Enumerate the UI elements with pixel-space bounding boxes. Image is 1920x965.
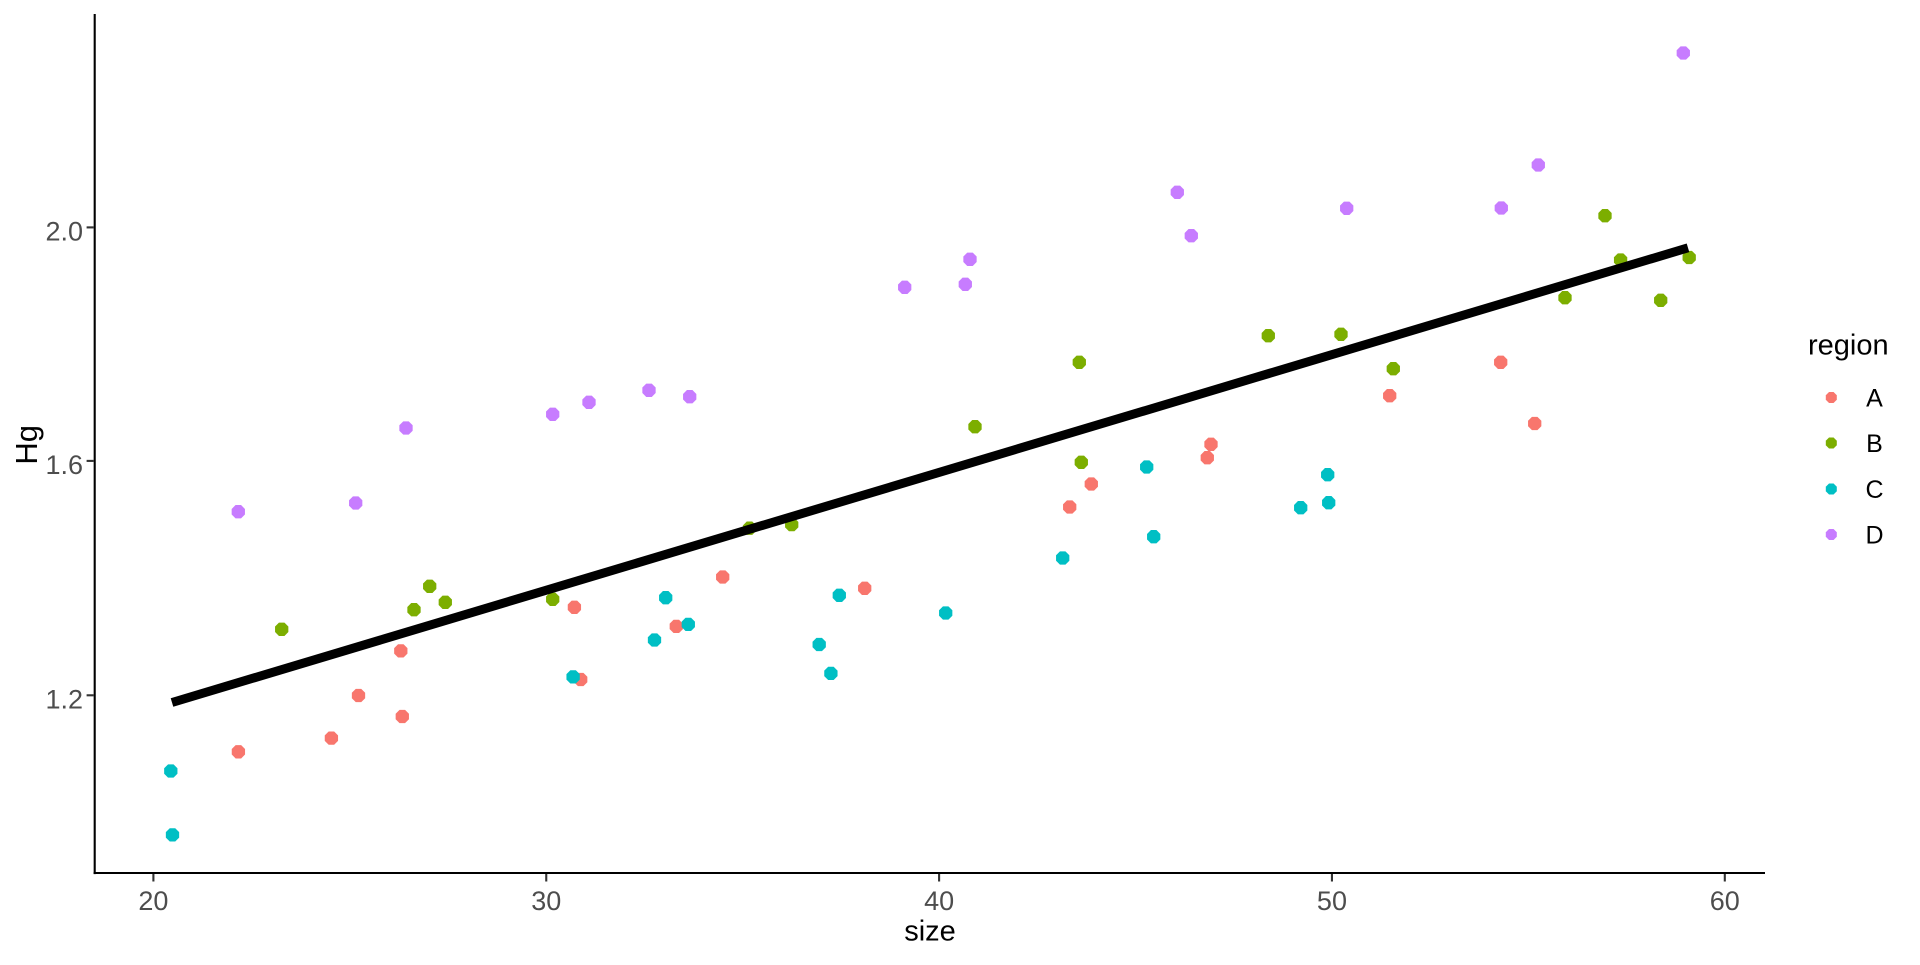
svg-text:Hg: Hg <box>9 425 44 465</box>
svg-text:C: C <box>1865 476 1883 504</box>
svg-text:D: D <box>1865 522 1883 550</box>
svg-text:50: 50 <box>1317 886 1347 916</box>
svg-text:region: region <box>1808 330 1889 362</box>
svg-text:30: 30 <box>531 886 561 916</box>
svg-text:size: size <box>904 916 956 948</box>
svg-text:20: 20 <box>138 886 168 916</box>
svg-text:1.6: 1.6 <box>45 450 83 480</box>
svg-text:40: 40 <box>924 886 954 916</box>
svg-text:2.0: 2.0 <box>45 216 83 246</box>
svg-text:B: B <box>1866 430 1883 458</box>
svg-text:1.2: 1.2 <box>45 684 83 714</box>
svg-text:60: 60 <box>1710 886 1740 916</box>
svg-text:A: A <box>1866 385 1883 413</box>
